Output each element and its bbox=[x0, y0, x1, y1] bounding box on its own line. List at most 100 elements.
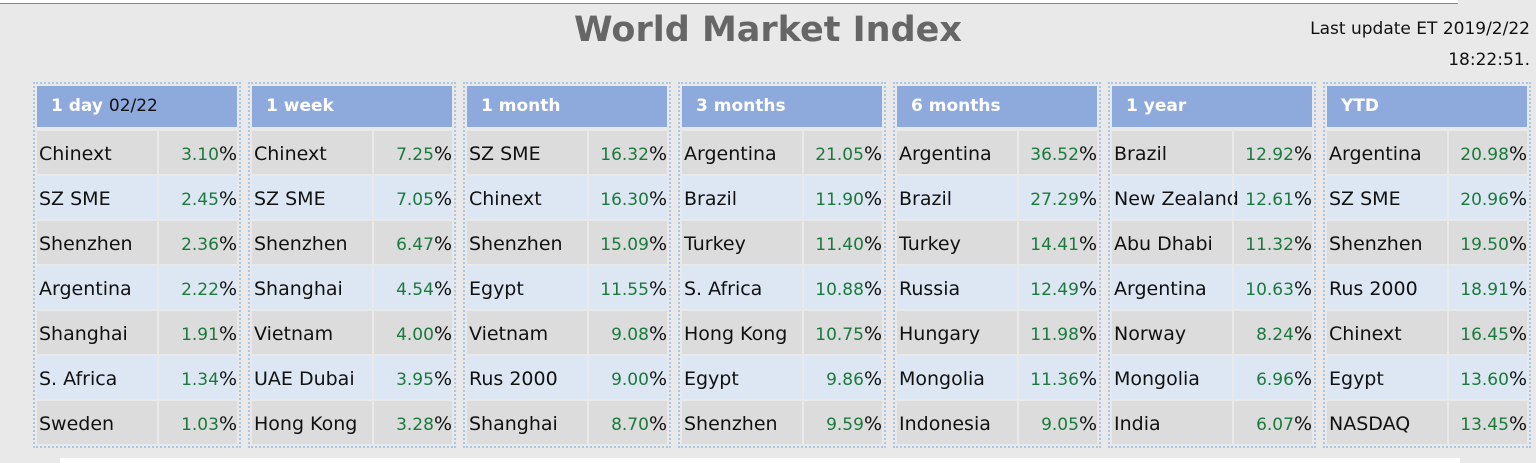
market-change: 9.05% bbox=[1017, 401, 1097, 444]
market-change: 8.24% bbox=[1232, 311, 1312, 354]
change-unit: % bbox=[648, 143, 667, 165]
panel: 1 week Chinext 7.25% SZ SME 7.05% Shenzhen 6.4… bbox=[248, 82, 456, 448]
change-unit: % bbox=[433, 188, 452, 210]
market-row: SZ SME 16.32% bbox=[467, 131, 667, 174]
change-value: 11.55 bbox=[600, 280, 649, 300]
market-row: Chinext 3.10% bbox=[37, 131, 237, 174]
market-row: Shenzhen 2.36% bbox=[37, 221, 237, 264]
change-unit: % bbox=[1078, 188, 1097, 210]
change-value: 3.95 bbox=[396, 370, 434, 390]
market-row: Shanghai 4.54% bbox=[252, 266, 452, 309]
period-date: 02/22 bbox=[108, 96, 158, 116]
market-change: 11.36% bbox=[1017, 356, 1097, 399]
change-unit: % bbox=[863, 413, 882, 435]
market-row: India 6.07% bbox=[1112, 401, 1312, 444]
market-name: UAE Dubai bbox=[254, 368, 355, 390]
change-value: 16.30 bbox=[600, 190, 649, 210]
market-row: Shenzhen 19.50% bbox=[1327, 221, 1527, 264]
market-name: Chinext bbox=[469, 188, 542, 210]
market-row: Chinext 7.25% bbox=[252, 131, 452, 174]
panels: 1 day 02/22 Chinext 3.10% SZ SME 2.45% Shenzh… bbox=[33, 82, 1531, 448]
market-change: 16.30% bbox=[587, 176, 667, 219]
change-unit: % bbox=[1078, 233, 1097, 255]
last-update: Last update ET 2019/2/22 18:22:51. bbox=[1310, 14, 1530, 76]
market-name: Argentina bbox=[1329, 143, 1422, 165]
market-name: Argentina bbox=[1114, 278, 1207, 300]
top-bar bbox=[0, 0, 1458, 4]
market-row: Egypt 13.60% bbox=[1327, 356, 1527, 399]
market-row: SZ SME 20.96% bbox=[1327, 176, 1527, 219]
market-change: 10.75% bbox=[802, 311, 882, 354]
market-change: 16.45% bbox=[1447, 311, 1527, 354]
change-value: 18.91 bbox=[1460, 280, 1509, 300]
panel-header: YTD bbox=[1327, 86, 1527, 127]
market-name: Egypt bbox=[684, 368, 739, 390]
panel-header: 1 day 02/22 bbox=[37, 86, 237, 127]
market-row: Argentina 20.98% bbox=[1327, 131, 1527, 174]
market-change: 12.61% bbox=[1232, 176, 1312, 219]
market-row: Turkey 11.40% bbox=[682, 221, 882, 264]
market-change: 9.00% bbox=[587, 356, 667, 399]
change-unit: % bbox=[218, 278, 237, 300]
market-change: 11.32% bbox=[1232, 221, 1312, 264]
change-unit: % bbox=[863, 233, 882, 255]
market-change: 2.36% bbox=[157, 221, 237, 264]
change-value: 1.03 bbox=[181, 415, 219, 435]
market-row: SZ SME 7.05% bbox=[252, 176, 452, 219]
page-title: World Market Index bbox=[574, 10, 962, 50]
change-unit: % bbox=[648, 368, 667, 390]
panel: 1 year Brazil 12.92% New Zealand 12.61% Abu D… bbox=[1108, 82, 1316, 448]
change-unit: % bbox=[863, 278, 882, 300]
change-value: 2.45 bbox=[181, 190, 219, 210]
market-name: Russia bbox=[899, 278, 961, 300]
change-value: 12.92 bbox=[1245, 145, 1294, 165]
market-row: UAE Dubai 3.95% bbox=[252, 356, 452, 399]
panel-header: 1 week bbox=[252, 86, 452, 127]
change-value: 11.36 bbox=[1030, 370, 1079, 390]
change-unit: % bbox=[1508, 323, 1527, 345]
change-value: 6.07 bbox=[1256, 415, 1294, 435]
change-unit: % bbox=[1293, 413, 1312, 435]
change-value: 21.05 bbox=[815, 145, 864, 165]
market-name: Shenzhen bbox=[1329, 233, 1423, 255]
market-change: 20.96% bbox=[1447, 176, 1527, 219]
market-change: 1.03% bbox=[157, 401, 237, 444]
period-label: 1 month bbox=[481, 96, 561, 116]
market-row: Shenzhen 6.47% bbox=[252, 221, 452, 264]
market-name: New Zealand bbox=[1114, 188, 1239, 210]
market-name: Shanghai bbox=[39, 323, 128, 345]
market-change: 19.50% bbox=[1447, 221, 1527, 264]
market-change: 11.90% bbox=[802, 176, 882, 219]
market-change: 6.96% bbox=[1232, 356, 1312, 399]
market-row: Vietnam 9.08% bbox=[467, 311, 667, 354]
market-row: Egypt 11.55% bbox=[467, 266, 667, 309]
change-unit: % bbox=[1293, 368, 1312, 390]
market-change: 8.70% bbox=[587, 401, 667, 444]
change-value: 8.70 bbox=[611, 415, 649, 435]
market-name: SZ SME bbox=[254, 188, 326, 210]
market-name: Argentina bbox=[39, 278, 132, 300]
change-value: 10.63 bbox=[1245, 280, 1294, 300]
change-value: 11.90 bbox=[815, 190, 864, 210]
change-unit: % bbox=[218, 413, 237, 435]
change-unit: % bbox=[1293, 233, 1312, 255]
panel: 3 months Argentina 21.05% Brazil 11.90% Turke… bbox=[678, 82, 886, 448]
market-row: Mongolia 11.36% bbox=[897, 356, 1097, 399]
change-unit: % bbox=[863, 323, 882, 345]
market-row: Indonesia 9.05% bbox=[897, 401, 1097, 444]
change-unit: % bbox=[1293, 323, 1312, 345]
change-unit: % bbox=[1293, 278, 1312, 300]
change-value: 4.00 bbox=[396, 325, 434, 345]
market-name: Vietnam bbox=[254, 323, 334, 345]
market-change: 11.40% bbox=[802, 221, 882, 264]
change-unit: % bbox=[648, 188, 667, 210]
market-row: Egypt 9.86% bbox=[682, 356, 882, 399]
change-unit: % bbox=[863, 368, 882, 390]
panel-header: 1 month bbox=[467, 86, 667, 127]
change-value: 2.36 bbox=[181, 235, 219, 255]
market-name: SZ SME bbox=[1329, 188, 1401, 210]
change-value: 13.45 bbox=[1460, 415, 1509, 435]
change-value: 11.98 bbox=[1030, 325, 1079, 345]
market-name: Shanghai bbox=[469, 413, 558, 435]
change-unit: % bbox=[218, 323, 237, 345]
